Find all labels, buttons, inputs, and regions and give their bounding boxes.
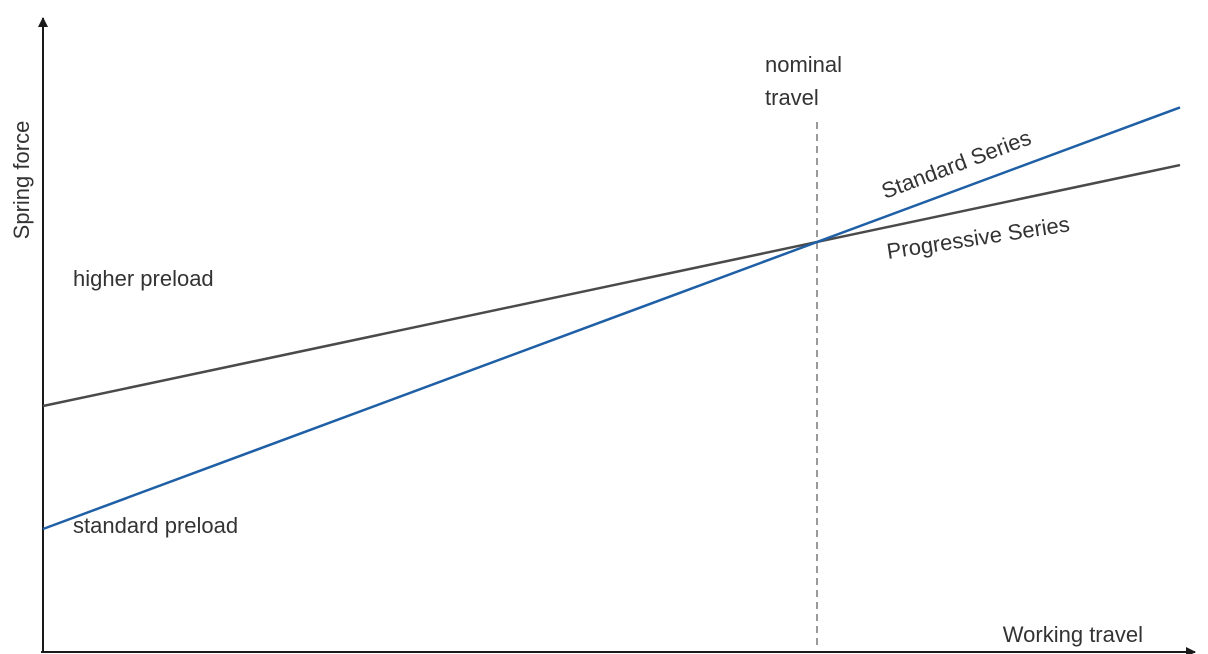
nominal-travel-label-line1: nominal (765, 52, 842, 77)
x-axis-label: Working travel (1003, 622, 1143, 647)
progressive-series-label: Progressive Series (885, 211, 1071, 264)
standard-series-label: Standard Series (878, 125, 1034, 204)
higher-preload-label: higher preload (73, 266, 214, 291)
y-axis-label: Spring force (9, 121, 34, 240)
progressive-series-line (42, 163, 1181, 408)
standard-series-line (42, 106, 1181, 531)
standard-preload-label: standard preload (73, 513, 238, 538)
nominal-travel-label-line2: travel (765, 85, 819, 110)
